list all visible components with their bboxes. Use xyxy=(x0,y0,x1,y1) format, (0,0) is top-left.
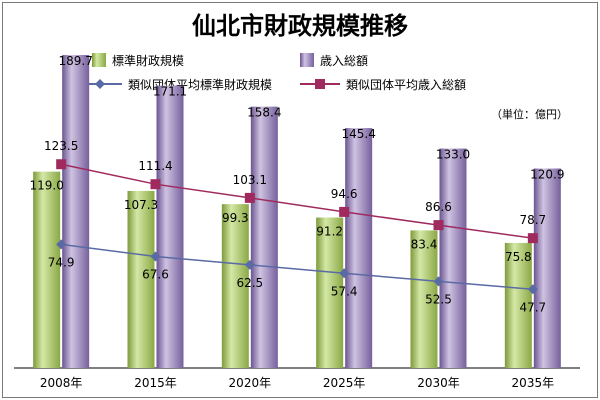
data-label-similar-revenue-4: 86.6 xyxy=(425,200,452,214)
legend-label-total-revenue: 歳入総額 xyxy=(320,54,368,68)
bar-total-revenue-3 xyxy=(345,128,373,368)
point-similar-revenue-4 xyxy=(433,220,444,231)
x-tick-label-3: 2025年 xyxy=(323,376,366,390)
data-label-standard-scale-0: 119.0 xyxy=(29,179,63,193)
x-tick-label-0: 2008年 xyxy=(40,376,83,390)
legend-marker-similar-revenue xyxy=(315,79,325,89)
bar-total-revenue-5 xyxy=(533,168,561,368)
bar-total-revenue-4 xyxy=(439,148,467,368)
point-similar-standard-4 xyxy=(433,276,444,287)
data-label-similar-revenue-0: 123.5 xyxy=(44,139,78,153)
legend: 標準財政規模 歳入総額 類似団体平均標準財政規模 類似団体平均歳入総額 xyxy=(78,53,466,92)
point-similar-standard-0 xyxy=(56,239,67,250)
data-label-total-revenue-0: 189.7 xyxy=(58,54,92,68)
point-similar-standard-3 xyxy=(339,268,350,279)
legend-swatch-standard-scale xyxy=(92,53,106,67)
x-tick-label-5: 2035年 xyxy=(512,376,555,390)
legend-label-standard-scale: 標準財政規模 xyxy=(112,53,184,68)
data-label-similar-revenue-1: 111.4 xyxy=(138,159,172,173)
data-label-similar-standard-2: 62.5 xyxy=(236,276,263,290)
data-label-similar-standard-4: 52.5 xyxy=(425,292,452,306)
data-label-similar-standard-3: 57.4 xyxy=(331,284,358,298)
line-similar-revenue xyxy=(61,163,533,239)
data-label-similar-revenue-3: 94.6 xyxy=(331,187,358,201)
point-similar-revenue-3 xyxy=(339,206,350,217)
bar-total-revenue-2 xyxy=(250,106,278,368)
data-label-similar-revenue-5: 78.7 xyxy=(519,213,546,227)
data-label-standard-scale-3: 91.2 xyxy=(316,225,343,239)
chart-title: 仙北市財政規模推移 xyxy=(192,12,408,40)
point-similar-standard-5 xyxy=(527,284,538,295)
bar-standard-scale-2 xyxy=(221,204,249,368)
x-tick-label-2: 2020年 xyxy=(229,376,272,390)
point-similar-revenue-1 xyxy=(150,179,161,190)
point-similar-standard-1 xyxy=(150,251,161,262)
data-label-standard-scale-2: 99.3 xyxy=(222,211,249,225)
x-tick-label-1: 2015年 xyxy=(134,376,177,390)
data-label-standard-scale-5: 75.8 xyxy=(505,250,532,264)
bar-total-revenue-0 xyxy=(62,54,90,369)
bar-standard-scale-0 xyxy=(33,171,61,368)
data-label-total-revenue-3: 145.4 xyxy=(341,127,375,141)
data-label-total-revenue-5: 120.9 xyxy=(530,168,564,182)
data-label-similar-standard-0: 74.9 xyxy=(48,255,75,269)
data-label-similar-standard-1: 67.6 xyxy=(142,267,169,281)
line-similar-standard xyxy=(61,243,533,291)
point-similar-revenue-2 xyxy=(244,192,255,203)
data-label-standard-scale-4: 83.4 xyxy=(411,237,438,251)
point-similar-revenue-0 xyxy=(56,159,67,170)
unit-label: （単位：億円） xyxy=(491,107,568,121)
data-label-total-revenue-1: 171.1 xyxy=(153,85,187,99)
data-label-similar-revenue-2: 103.1 xyxy=(233,173,267,187)
bar-standard-scale-3 xyxy=(316,217,344,368)
bar-total-revenue-1 xyxy=(156,85,184,368)
legend-label-similar-revenue: 類似団体平均歳入総額 xyxy=(346,78,466,92)
point-similar-standard-2 xyxy=(244,259,255,270)
point-similar-revenue-5 xyxy=(527,233,538,244)
plot-area: 2008年 2015年 2020年 2025年 2030年 2035年 119.0 189.7… xyxy=(14,54,580,390)
bar-standard-scale-4 xyxy=(410,230,438,368)
x-tick-label-4: 2030年 xyxy=(417,376,460,390)
legend-marker-similar-standard xyxy=(95,79,105,89)
data-label-similar-standard-5: 47.7 xyxy=(519,300,546,314)
legend-label-similar-standard: 類似団体平均標準財政規模 xyxy=(128,77,272,92)
data-label-total-revenue-4: 133.0 xyxy=(436,148,470,162)
data-label-total-revenue-2: 158.4 xyxy=(247,106,281,120)
legend-swatch-total-revenue xyxy=(300,53,314,67)
bar-standard-scale-1 xyxy=(127,190,155,368)
bar-standard-scale-5 xyxy=(504,242,532,368)
data-label-standard-scale-1: 107.3 xyxy=(124,198,158,212)
